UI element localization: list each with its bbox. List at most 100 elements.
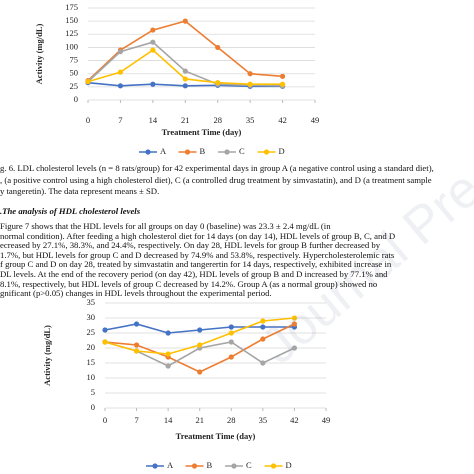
paragraph-line: DL levels. At the end of the recovery pe… — [0, 269, 388, 279]
legend-marker — [224, 149, 230, 155]
paragraph-line: normal condition). After feeding a high … — [0, 230, 396, 241]
data-point — [260, 318, 266, 324]
data-point — [133, 321, 140, 327]
y-tick-label: 100 — [65, 41, 78, 51]
data-point — [117, 49, 124, 55]
paragraph-line: f group C and D on day 28, treated by si… — [0, 259, 392, 270]
data-point — [150, 39, 156, 45]
legend-label: A — [160, 146, 167, 156]
data-point — [228, 354, 234, 360]
section-heading: .The analysis of HDL cholesterol levels — [0, 206, 141, 216]
x-tick-label: 7 — [134, 415, 138, 425]
y-tick-label: 0 — [74, 94, 78, 104]
x-tick-label: 14 — [149, 115, 158, 125]
y-tick-label: 20 — [87, 342, 96, 352]
x-tick-label: 49 — [311, 115, 320, 125]
x-tick-label: 35 — [246, 115, 255, 125]
legend-label: D — [286, 460, 292, 470]
legend-label: A — [167, 460, 174, 470]
data-point — [182, 18, 188, 24]
paragraph-line: 1.7%, but HDL levels for group C and D d… — [0, 249, 395, 260]
legend-label: B — [207, 460, 213, 470]
legend-marker — [152, 463, 158, 469]
data-point — [133, 348, 140, 354]
y-tick-label: 175 — [65, 2, 78, 12]
x-tick-label: 14 — [164, 415, 173, 425]
data-point — [85, 79, 91, 85]
data-point — [165, 363, 171, 369]
x-axis-title: Treatment Time (day) — [176, 431, 256, 441]
data-point — [197, 369, 203, 375]
caption-line: g. 6. LDL cholesterol levels (n = 8 rats… — [0, 163, 434, 173]
data-point — [279, 73, 286, 79]
data-point — [117, 69, 124, 75]
data-point — [165, 351, 171, 357]
x-tick-label: 21 — [181, 115, 190, 125]
legend-label: C — [239, 146, 245, 156]
data-point — [291, 315, 298, 321]
x-tick-label: 35 — [259, 415, 268, 425]
x-tick-label: 7 — [118, 115, 122, 125]
legend-label: B — [200, 146, 206, 156]
data-point — [228, 324, 234, 330]
y-tick-label: 30 — [87, 312, 96, 322]
data-point — [228, 339, 234, 345]
legend-label: D — [279, 146, 285, 156]
data-point — [228, 330, 234, 336]
x-tick-label: 42 — [290, 415, 299, 425]
data-point — [182, 68, 188, 74]
y-tick-label: 0 — [91, 402, 95, 412]
x-tick-label: 28 — [213, 115, 222, 125]
y-tick-label: 35 — [87, 297, 96, 307]
x-tick-label: 49 — [322, 415, 331, 425]
y-tick-label: 50 — [70, 68, 79, 78]
data-point — [247, 81, 253, 87]
data-point — [182, 76, 188, 82]
paragraph-line: gnificant (p>0.05) changes in HDL levels… — [0, 288, 272, 299]
x-axis-title: Treatment Time (day) — [162, 127, 242, 137]
paragraph-line: 8.1%, respectively, but HDL levels of gr… — [0, 278, 378, 289]
y-tick-label: 10 — [87, 372, 96, 382]
data-point — [150, 27, 156, 33]
x-tick-label: 0 — [86, 115, 90, 125]
data-point — [102, 327, 108, 333]
x-tick-label: 0 — [103, 415, 107, 425]
paragraph-line: Figure 7 shows that the HDL levels for a… — [0, 221, 331, 231]
y-tick-label: 25 — [70, 81, 79, 91]
data-point — [102, 339, 108, 345]
data-point — [260, 336, 266, 342]
data-point — [291, 321, 298, 327]
data-point — [182, 83, 188, 89]
caption-line: y tangeretin). The data represent means … — [0, 186, 160, 196]
legend-marker — [145, 149, 151, 155]
legend-label: C — [246, 460, 252, 470]
legend-marker — [263, 149, 270, 155]
data-point — [197, 327, 203, 333]
x-tick-label: 42 — [278, 115, 287, 125]
legend-marker — [191, 463, 198, 469]
data-point — [260, 324, 266, 330]
y-tick-label: 75 — [70, 55, 79, 65]
legend-marker — [184, 149, 191, 155]
data-point — [247, 71, 253, 77]
y-tick-label: 25 — [87, 327, 96, 337]
data-point — [279, 81, 286, 87]
data-point — [150, 47, 156, 53]
legend-marker — [270, 463, 277, 469]
y-axis-title: Activity (mg/dL) — [42, 325, 52, 386]
y-tick-label: 15 — [87, 357, 96, 367]
data-point — [117, 83, 124, 89]
caption-line: , (a positive control using a high chole… — [0, 174, 432, 185]
data-point — [291, 345, 298, 351]
x-tick-label: 28 — [227, 415, 236, 425]
y-axis-title: Activity (mg/dL) — [34, 23, 44, 84]
x-tick-label: 21 — [195, 415, 204, 425]
y-tick-label: 5 — [91, 387, 95, 397]
data-point — [150, 81, 156, 87]
paragraph-line: ecreased by 27.1%, 38.3%, and 24.4%, res… — [0, 240, 381, 251]
data-point — [215, 80, 221, 86]
data-point — [133, 342, 140, 348]
y-tick-label: 150 — [65, 15, 78, 25]
